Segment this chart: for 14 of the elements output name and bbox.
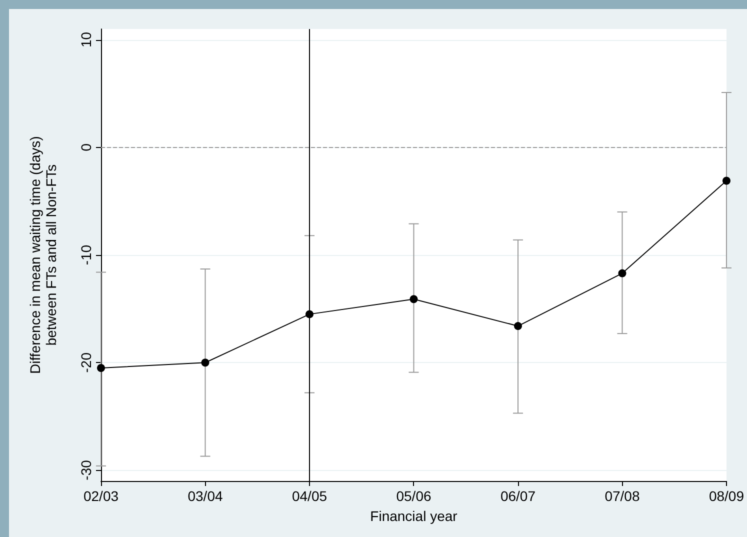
y-tick-label: 10 <box>78 32 94 48</box>
x-tick-label: 05/06 <box>396 488 432 504</box>
x-axis-title: Financial year <box>370 508 458 524</box>
y-tick-label: 0 <box>78 143 94 152</box>
x-tick-label: 02/03 <box>83 488 119 504</box>
x-tick-label: 03/04 <box>188 488 223 504</box>
y-axis-title: Difference in mean waiting time (days) between FTs and all Non-FTs <box>27 136 59 374</box>
y-tick-label: -20 <box>78 352 94 373</box>
x-tick-label: 04/05 <box>292 488 328 504</box>
x-tick-label: 06/07 <box>500 488 536 504</box>
x-tick-label: 08/09 <box>708 488 744 504</box>
y-tick-label: -10 <box>78 244 94 266</box>
y-tick-label: -30 <box>78 460 94 480</box>
x-tick-label: 07/08 <box>604 488 640 504</box>
